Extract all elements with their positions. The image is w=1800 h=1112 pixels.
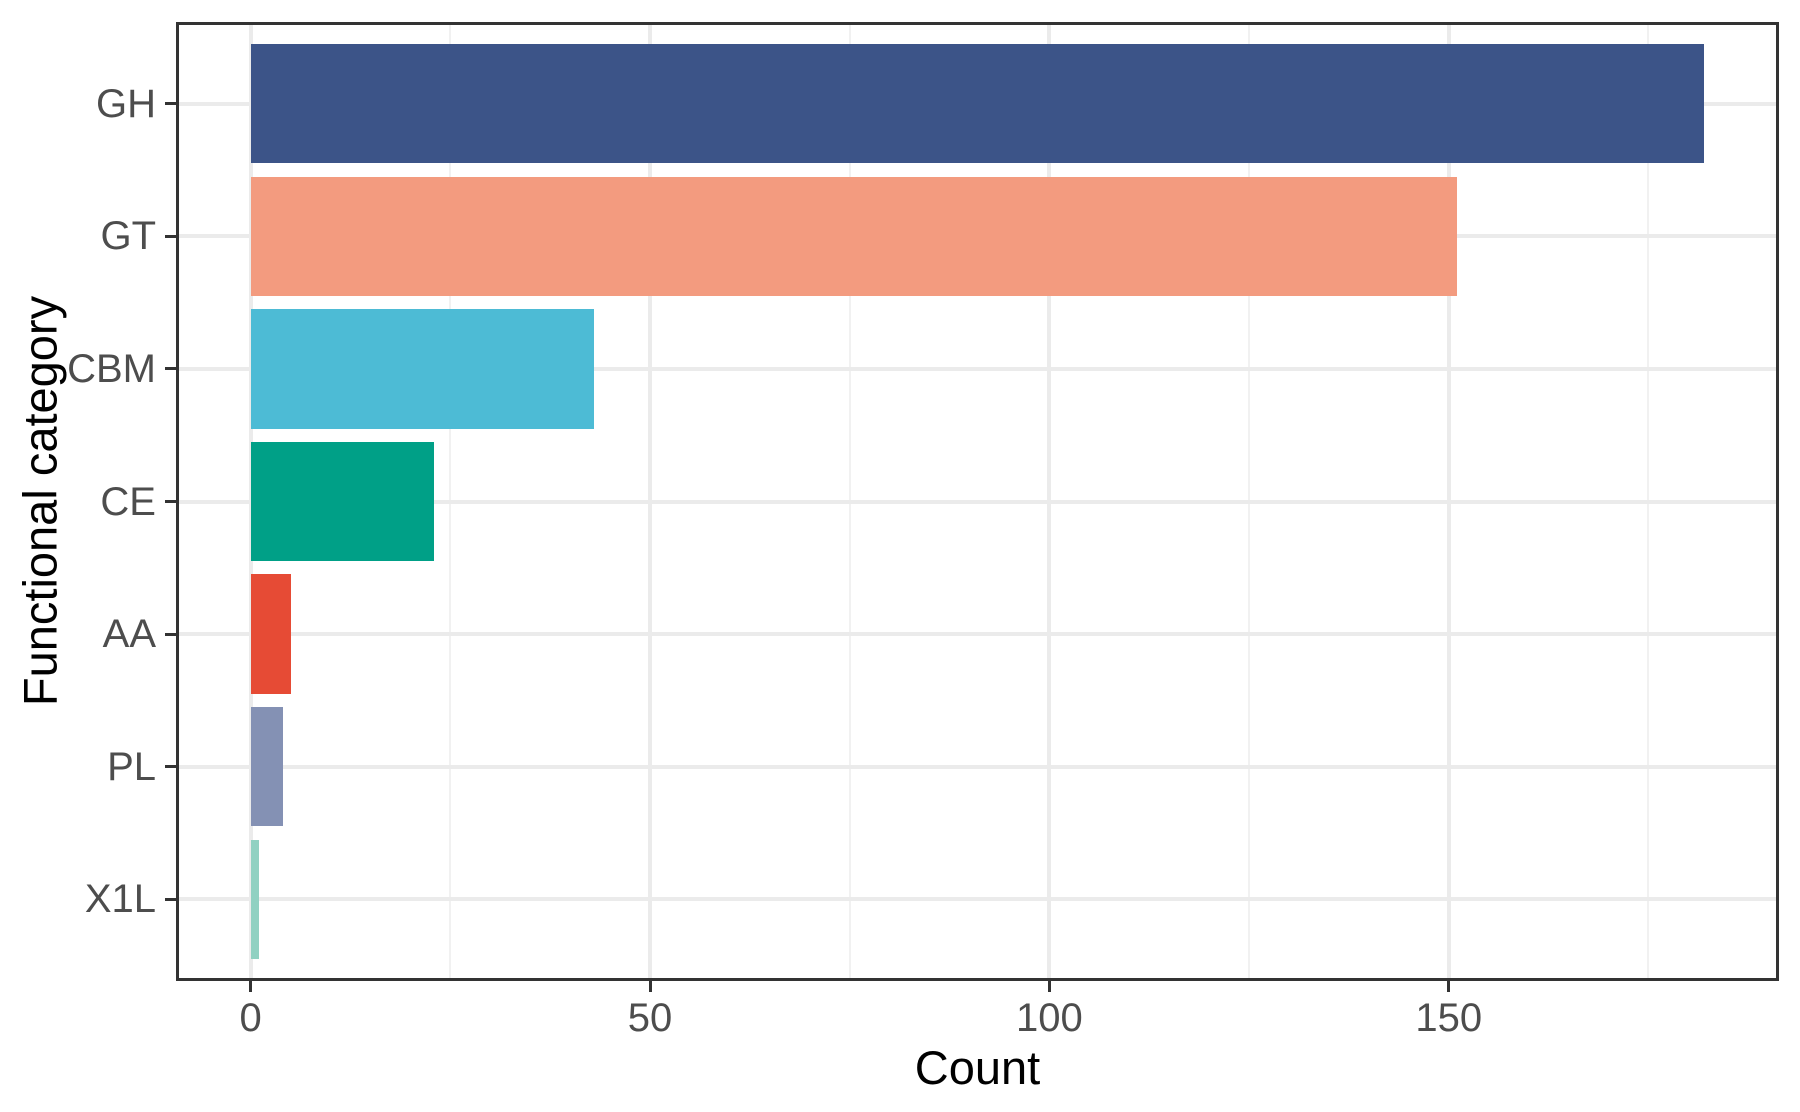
y-tick-label-gt: GT xyxy=(100,214,156,259)
bar-ce xyxy=(250,441,435,562)
x-tick-mark-100 xyxy=(1047,979,1051,992)
y-tick-mark-gh xyxy=(165,102,178,106)
bar-aa xyxy=(250,574,291,694)
y-tick-mark-cbm xyxy=(165,367,178,371)
x-tick-label-100: 100 xyxy=(1016,996,1083,1040)
gridline-major-y-ce xyxy=(178,499,1777,504)
gridline-major-y-pl xyxy=(178,764,1777,769)
y-tick-label-x1l: X1L xyxy=(84,877,156,922)
bar-gh xyxy=(250,43,1705,164)
gridline-major-y-x1l xyxy=(178,897,1777,902)
y-tick-mark-aa xyxy=(165,632,178,636)
x-tick-mark-0 xyxy=(249,979,253,992)
y-axis-title: Functional category xyxy=(13,295,67,707)
y-tick-mark-gt xyxy=(165,234,178,238)
y-tick-label-pl: PL xyxy=(107,744,156,789)
bar-cbm xyxy=(250,309,595,429)
y-tick-label-aa: AA xyxy=(102,612,156,657)
bar-x1l xyxy=(250,839,259,960)
gridline-major-y-cbm xyxy=(178,366,1777,371)
bar-pl xyxy=(250,707,283,827)
y-tick-label-cbm: CBM xyxy=(67,346,156,391)
x-tick-mark-50 xyxy=(648,979,652,992)
x-tick-label-150: 150 xyxy=(1415,996,1483,1040)
x-tick-label-50: 50 xyxy=(627,996,673,1040)
bar-gt xyxy=(250,176,1457,296)
x-axis-title: Count xyxy=(914,1041,1041,1094)
x-tick-mark-150 xyxy=(1447,979,1451,992)
plot-panel xyxy=(178,24,1777,979)
bars-layer xyxy=(178,24,1777,979)
y-tick-mark-x1l xyxy=(165,897,178,901)
y-tick-label-ce: CE xyxy=(100,479,156,524)
y-tick-mark-ce xyxy=(165,500,178,503)
gridline-major-y-aa xyxy=(178,632,1777,637)
y-tick-label-gh: GH xyxy=(96,81,156,126)
x-tick-label-0: 0 xyxy=(239,996,262,1040)
y-tick-mark-pl xyxy=(165,765,178,769)
